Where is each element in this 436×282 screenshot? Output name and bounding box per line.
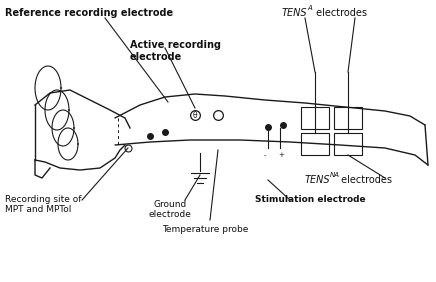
Text: -: - xyxy=(264,152,266,158)
Bar xyxy=(334,133,362,155)
Text: NA: NA xyxy=(330,172,340,178)
Text: electrodes: electrodes xyxy=(338,175,392,185)
Text: Active recording
electrode: Active recording electrode xyxy=(130,40,221,61)
Text: Reference recording electrode: Reference recording electrode xyxy=(5,8,173,18)
Text: TENS: TENS xyxy=(282,8,308,18)
Text: A: A xyxy=(307,5,312,11)
Bar xyxy=(334,107,362,129)
Text: θ: θ xyxy=(193,111,198,120)
Text: Temperature probe: Temperature probe xyxy=(162,225,248,234)
Text: +: + xyxy=(278,152,284,158)
Text: Recording site of
MPT and MPTol: Recording site of MPT and MPTol xyxy=(5,195,82,214)
Bar xyxy=(301,133,329,155)
Text: Ground
electrode: Ground electrode xyxy=(149,200,191,219)
Text: TENS: TENS xyxy=(305,175,330,185)
Text: Stimulation electrode: Stimulation electrode xyxy=(255,195,366,204)
Text: electrodes: electrodes xyxy=(313,8,367,18)
Bar xyxy=(301,107,329,129)
